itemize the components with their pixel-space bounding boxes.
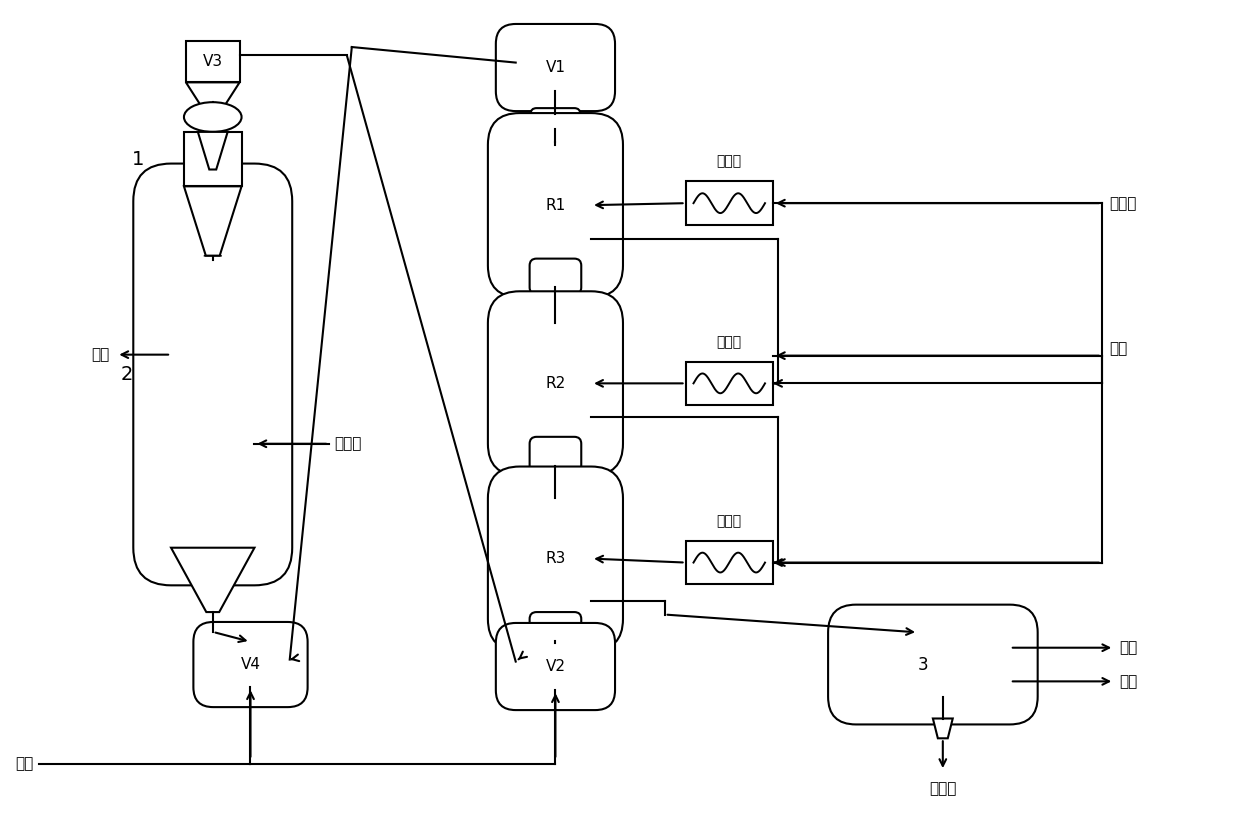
FancyBboxPatch shape [193,622,308,707]
FancyBboxPatch shape [529,612,582,648]
Polygon shape [186,82,239,107]
FancyBboxPatch shape [531,108,580,135]
Text: 气体: 气体 [1120,640,1137,655]
FancyBboxPatch shape [828,605,1038,724]
Polygon shape [203,245,222,251]
FancyBboxPatch shape [133,164,293,586]
Text: 甲醇: 甲醇 [1110,341,1128,357]
Text: 3: 3 [918,655,929,674]
Polygon shape [203,251,222,256]
Text: R1: R1 [546,198,565,212]
Text: 石脲油: 石脲油 [1110,195,1137,211]
Text: V1: V1 [546,60,565,75]
Bar [686,181,773,225]
Text: 烟气: 烟气 [92,347,109,362]
Text: 预热炉: 预热炉 [717,514,742,528]
FancyBboxPatch shape [487,466,622,651]
Polygon shape [203,135,222,140]
Polygon shape [203,129,222,135]
Text: 2: 2 [120,365,133,384]
Polygon shape [184,186,242,256]
FancyBboxPatch shape [529,258,582,294]
Text: 预热炉: 预热炉 [717,335,742,349]
FancyBboxPatch shape [487,113,622,297]
Bar [686,362,773,405]
Text: 气水: 气水 [16,756,33,771]
FancyBboxPatch shape [487,291,622,476]
Ellipse shape [184,102,242,132]
Bar [686,541,773,584]
Text: 生成水: 生成水 [929,781,956,796]
FancyBboxPatch shape [529,437,582,472]
Polygon shape [203,217,222,223]
FancyBboxPatch shape [496,24,615,111]
Text: 1: 1 [133,149,144,169]
Text: V2: V2 [546,659,565,674]
Polygon shape [203,223,222,228]
Text: V4: V4 [241,657,260,672]
Polygon shape [198,132,228,169]
Text: 汽油: 汽油 [1120,674,1137,689]
Bar [184,132,242,186]
Text: R3: R3 [546,551,565,566]
FancyBboxPatch shape [496,623,615,710]
Polygon shape [171,548,254,612]
Bar [186,41,239,82]
Text: R2: R2 [546,376,565,391]
Text: 预热炉: 预热炉 [717,154,742,169]
Text: V3: V3 [202,54,223,69]
Text: 再生气: 再生气 [334,436,361,451]
Polygon shape [932,718,952,738]
